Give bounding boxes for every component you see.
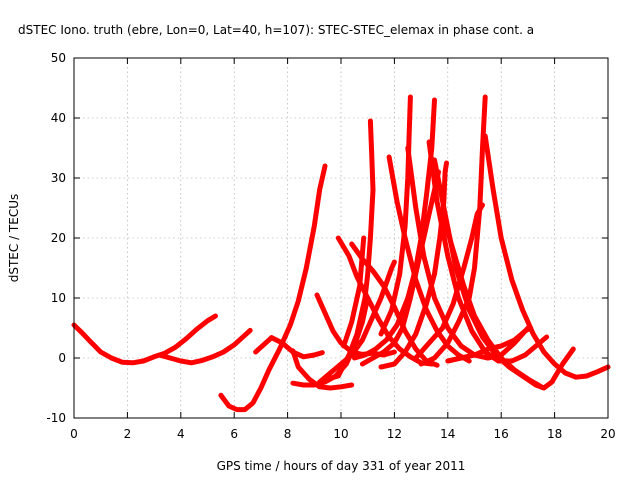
series-trace-21: [440, 211, 544, 390]
series-trace-5: [290, 348, 355, 391]
y-axis-label: dSTEC / TECUs: [7, 194, 21, 283]
series-trace-3: [218, 163, 328, 413]
series-trace-1: [71, 313, 218, 366]
series-trace-13: [351, 97, 437, 361]
x-tick-label: 4: [177, 427, 185, 441]
y-tick-label: 20: [51, 231, 66, 245]
x-tick-label: 14: [440, 427, 455, 441]
series-trace-17: [378, 94, 413, 337]
axis-ticks: 0 2 4 6 8 10 12 14 16 18 20 -10 0 10 20 30 40 50: [46, 51, 615, 441]
y-tick-label: 40: [51, 111, 66, 125]
series-trace-14: [359, 169, 441, 367]
chart-title: dSTEC Iono. truth (ebre, Lon=0, Lat=40, …: [18, 23, 534, 37]
series-trace-24: [482, 133, 611, 380]
x-axis-label: GPS time / hours of day 331 of year 2011: [217, 459, 466, 473]
x-tick-label: 16: [494, 427, 509, 441]
y-tick-label: 50: [51, 51, 66, 65]
y-tick-label: 10: [51, 291, 66, 305]
series-layer: [71, 94, 611, 413]
series-trace-25: [445, 325, 534, 364]
y-tick-label: 30: [51, 171, 66, 185]
series-trace-8: [317, 259, 397, 385]
x-tick-label: 8: [284, 427, 292, 441]
series-trace-10: [341, 235, 367, 349]
series-trace-9: [325, 118, 376, 382]
series-trace-23: [418, 94, 488, 367]
x-tick-label: 2: [124, 427, 132, 441]
y-tick-label: -10: [46, 411, 66, 425]
series-trace-16: [386, 154, 472, 364]
series-trace-18: [405, 145, 531, 361]
x-tick-label: 20: [600, 427, 615, 441]
x-tick-label: 0: [70, 427, 78, 441]
x-tick-label: 10: [333, 427, 348, 441]
series-trace-2: [156, 327, 253, 366]
series-trace-22: [413, 202, 485, 361]
series-trace-4: [253, 335, 325, 360]
y-tick-label: 0: [58, 351, 66, 365]
x-tick-label: 6: [230, 427, 238, 441]
x-tick-label: 12: [387, 427, 402, 441]
x-tick-label: 18: [547, 427, 562, 441]
